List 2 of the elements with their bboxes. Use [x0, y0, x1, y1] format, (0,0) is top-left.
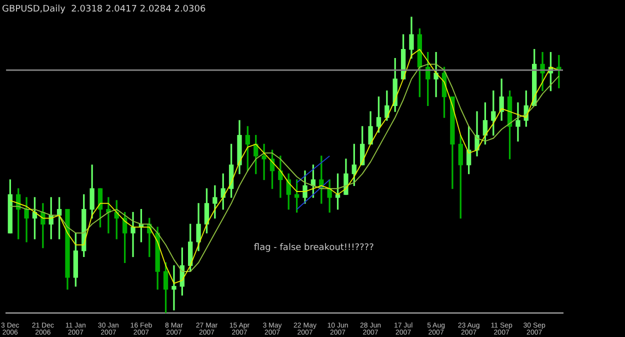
annotation: flag - false breakout!!!???? — [254, 243, 374, 254]
chart-title: GBPUSD,Daily 2.0318 2.0417 2.0284 2.0306 — [2, 4, 206, 15]
